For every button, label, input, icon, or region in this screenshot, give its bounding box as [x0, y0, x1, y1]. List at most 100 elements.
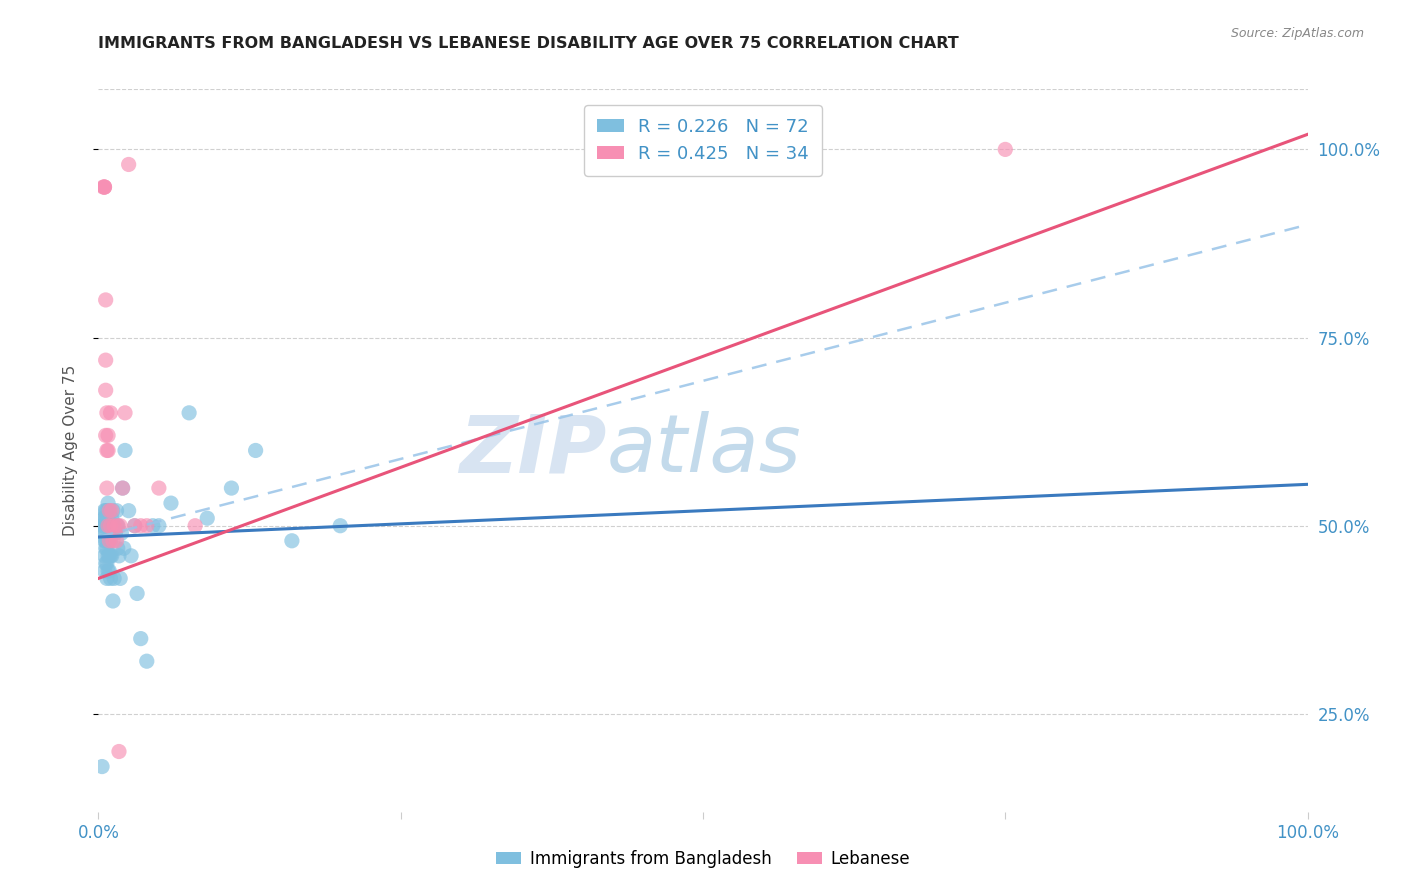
Point: [96, 481, 118, 495]
Point: [148, 481, 170, 495]
Point: [100, 503, 122, 517]
Point: [104, 526, 127, 541]
Point: [114, 406, 136, 420]
Point: [96, 557, 118, 571]
Point: [98, 503, 121, 517]
Point: [103, 518, 125, 533]
Point: [94, 428, 117, 442]
Point: [94, 293, 117, 307]
Y-axis label: Disability Age Over 75: Disability Age Over 75: [63, 365, 77, 536]
Point: [148, 518, 170, 533]
Point: [91, 518, 114, 533]
Point: [100, 511, 122, 525]
Point: [93, 564, 115, 578]
Point: [97, 511, 120, 525]
Point: [101, 533, 124, 548]
Point: [91, 518, 114, 533]
Point: [100, 533, 122, 548]
Point: [118, 157, 141, 171]
Point: [94, 353, 117, 368]
Point: [108, 549, 131, 563]
Point: [129, 632, 152, 646]
Point: [108, 744, 131, 758]
Point: [98, 549, 121, 563]
Point: [127, 586, 149, 600]
Point: [245, 443, 267, 458]
Point: [98, 564, 121, 578]
Point: [96, 406, 118, 420]
Point: [329, 518, 352, 533]
Point: [93, 180, 115, 194]
Point: [96, 571, 118, 585]
Point: [94, 533, 117, 548]
Point: [124, 518, 146, 533]
Point: [118, 503, 141, 517]
Point: [94, 503, 117, 517]
Point: [101, 503, 124, 517]
Point: [97, 549, 120, 563]
Point: [94, 557, 117, 571]
Point: [110, 526, 132, 541]
Point: [108, 571, 131, 585]
Point: [111, 481, 134, 495]
Legend: Immigrants from Bangladesh, Lebanese: Immigrants from Bangladesh, Lebanese: [489, 843, 917, 874]
Point: [97, 518, 120, 533]
Point: [96, 511, 118, 525]
Point: [129, 518, 152, 533]
Point: [100, 518, 122, 533]
Point: [101, 594, 124, 608]
Point: [98, 533, 121, 548]
Point: [100, 406, 122, 420]
Point: [120, 549, 142, 563]
Point: [97, 533, 120, 548]
Point: [994, 143, 1017, 157]
Point: [96, 443, 118, 458]
Point: [184, 518, 207, 533]
Point: [97, 428, 120, 442]
Point: [93, 503, 115, 517]
Point: [98, 503, 121, 517]
Point: [91, 511, 114, 525]
Point: [142, 518, 165, 533]
Point: [97, 496, 120, 510]
Point: [221, 481, 243, 495]
Point: [96, 503, 118, 517]
Text: IMMIGRANTS FROM BANGLADESH VS LEBANESE DISABILITY AGE OVER 75 CORRELATION CHART: IMMIGRANTS FROM BANGLADESH VS LEBANESE D…: [98, 36, 959, 51]
Text: Source: ZipAtlas.com: Source: ZipAtlas.com: [1230, 27, 1364, 40]
Point: [97, 564, 120, 578]
Point: [160, 496, 183, 510]
Point: [108, 518, 131, 533]
Point: [93, 533, 115, 548]
Point: [98, 533, 121, 548]
Point: [100, 549, 122, 563]
Point: [94, 511, 117, 525]
Point: [105, 518, 128, 533]
Point: [107, 518, 129, 533]
Point: [93, 511, 115, 525]
Point: [97, 443, 120, 458]
Point: [97, 518, 120, 533]
Text: atlas: atlas: [606, 411, 801, 490]
Point: [103, 571, 125, 585]
Point: [179, 406, 201, 420]
Point: [105, 533, 128, 548]
Point: [195, 511, 218, 525]
Point: [281, 533, 304, 548]
Point: [112, 541, 135, 556]
Text: ZIP: ZIP: [458, 411, 606, 490]
Point: [100, 571, 122, 585]
Point: [107, 518, 129, 533]
Point: [124, 518, 146, 533]
Point: [91, 759, 114, 773]
Point: [96, 518, 118, 533]
Point: [93, 180, 115, 194]
Point: [94, 541, 117, 556]
Point: [94, 526, 117, 541]
Point: [107, 541, 129, 556]
Point: [135, 518, 157, 533]
Point: [93, 180, 115, 194]
Point: [98, 518, 121, 533]
Point: [94, 518, 117, 533]
Point: [105, 503, 128, 517]
Point: [96, 533, 118, 548]
